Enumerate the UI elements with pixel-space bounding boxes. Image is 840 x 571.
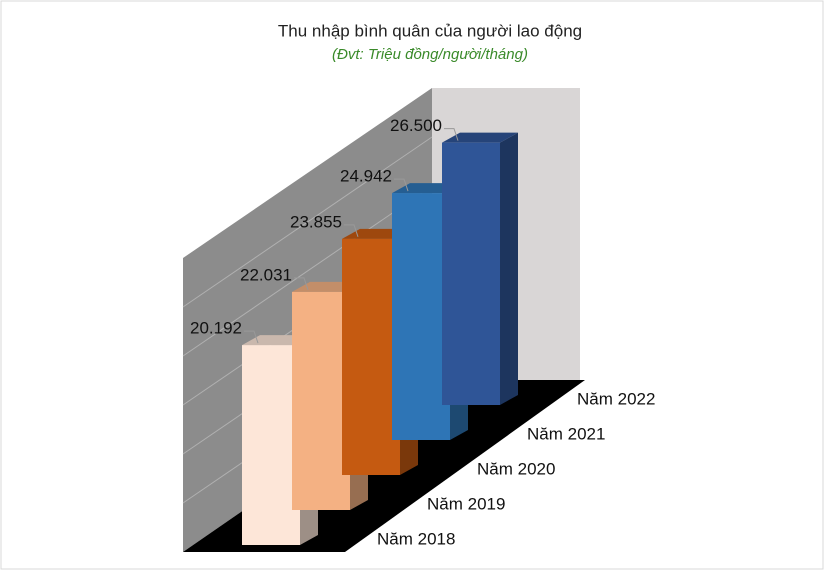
value-label: 24.942 xyxy=(340,167,392,186)
bar xyxy=(442,142,500,405)
label-leader xyxy=(244,330,259,344)
value-label: 20.192 xyxy=(190,319,242,338)
bar-side xyxy=(500,132,518,405)
label-leader xyxy=(294,277,309,291)
bar-top xyxy=(442,132,518,143)
x-tick-label: Năm 2022 xyxy=(577,389,655,408)
bar xyxy=(242,345,300,545)
bar xyxy=(342,238,400,475)
label-leader xyxy=(444,128,459,141)
x-tick-label: Năm 2019 xyxy=(427,494,505,513)
chart-subtitle: (Đvt: Triệu đồng/người/tháng) xyxy=(332,46,528,63)
bar xyxy=(292,291,350,510)
x-tick-label: Năm 2021 xyxy=(527,424,605,443)
x-tick-label: Năm 2020 xyxy=(477,459,555,478)
value-label: 26.500 xyxy=(390,116,442,135)
label-leader xyxy=(344,224,359,237)
label-leader xyxy=(394,178,409,192)
bar xyxy=(392,193,450,440)
x-tick-label: Năm 2018 xyxy=(377,529,455,548)
value-label: 23.855 xyxy=(290,212,342,231)
chart-title: Thu nhập bình quân của người lao động xyxy=(278,21,582,40)
value-label: 22.031 xyxy=(240,265,292,284)
